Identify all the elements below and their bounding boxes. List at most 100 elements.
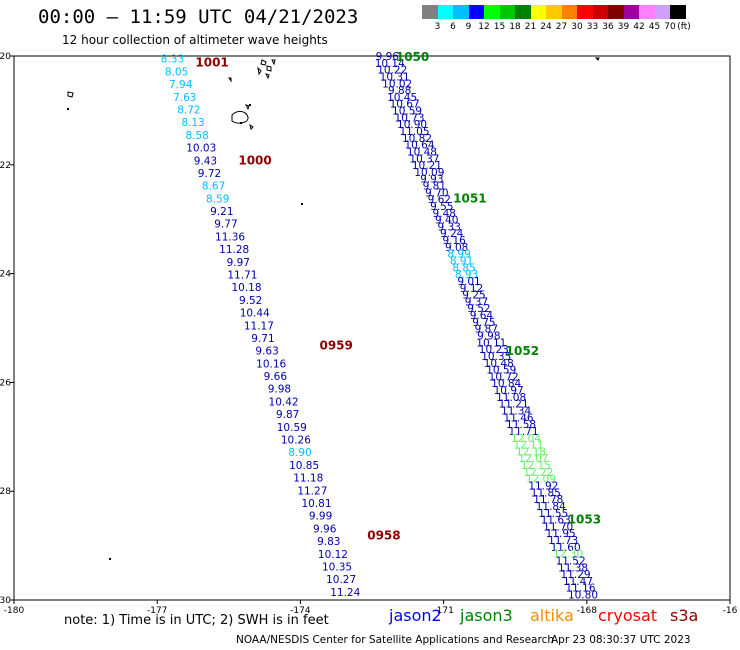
wave-height-label: 9.43: [194, 155, 217, 167]
wave-height-label: 10.44: [240, 308, 270, 320]
island-outline: [257, 66, 262, 76]
wave-height-label: 9.21: [210, 206, 233, 218]
wave-height-label: 9.33: [438, 221, 461, 233]
map-subtitle: 12 hour collection of altimeter wave hei…: [62, 33, 328, 47]
scale-swatch: [546, 5, 562, 19]
wave-height-label: 10.02: [382, 78, 412, 90]
wave-height-label: 10.14: [375, 58, 405, 70]
wave-height-label: 11.08: [496, 392, 526, 404]
wave-height-label: 9.97: [227, 257, 250, 269]
wave-height-label: 9.98: [477, 331, 500, 343]
lon-tick-label: -168: [577, 606, 598, 616]
wave-height-label: 9.70: [425, 187, 448, 199]
island-dot: [109, 558, 111, 560]
wave-height-label: 8.58: [185, 130, 208, 142]
units-note: note: 1) Time is in UTC; 2) SWH is in fe…: [64, 613, 329, 628]
wave-height-label: 10.37: [409, 153, 439, 165]
pressure-labels: 1001 1000 0959 0958 1050 1051 1052 1053: [195, 50, 601, 543]
island-outline: [67, 91, 74, 98]
wave-height-label: 10.59: [392, 106, 422, 118]
wave-height-label: 9.87: [475, 324, 498, 336]
wave-height-label: 10.72: [489, 371, 519, 383]
scale-swatch: [592, 5, 608, 19]
wave-height-tracks: 8.338.057.947.638.728.138.5810.039.439.7…: [161, 51, 598, 602]
satellite-jason3: jason3: [460, 606, 513, 625]
wave-height-label: 12.09: [526, 474, 556, 486]
wave-height-label: 10.16: [256, 358, 286, 370]
wave-height-label: 10.85: [289, 460, 319, 472]
island-dot: [249, 104, 251, 106]
scale-swatch: [670, 5, 686, 19]
satellite-cryosat: cryosat: [598, 606, 658, 625]
wave-height-label: 10.31: [380, 71, 410, 83]
lat-tick-label: -20: [0, 52, 11, 62]
island-outlines: [67, 57, 600, 560]
island-outline: [228, 77, 232, 83]
wave-height-label: 10.90: [397, 119, 427, 131]
wave-height-label: 11.73: [548, 535, 578, 547]
wave-height-label: 11.52: [556, 555, 586, 567]
credit-line: NOAA/NESDIS Center for Satellite Applica…: [236, 634, 554, 646]
wave-height-label: 9.64: [470, 310, 494, 322]
scale-label: 33: [586, 22, 599, 32]
wave-height-label: 7.63: [173, 92, 196, 104]
wave-height-label: 12.22: [523, 467, 553, 479]
map-frame: [13, 55, 731, 601]
wave-height-label: 10.09: [414, 167, 444, 179]
wave-height-label: 10.97: [494, 385, 524, 397]
pressure-label: 1000: [238, 153, 271, 167]
wave-height-label: 11.24: [330, 587, 360, 599]
wave-height-label: 10.84: [491, 378, 521, 390]
scale-swatch: [422, 5, 438, 19]
lon-tick-label: -177: [147, 606, 167, 616]
wave-height-label: 10.48: [484, 358, 514, 370]
wave-height-label: 10.45: [387, 92, 417, 104]
wave-height-label: 9.75: [472, 317, 495, 329]
scale-swatch: [608, 5, 624, 19]
wave-height-label: 10.48: [407, 146, 437, 158]
pressure-label: 1051: [453, 191, 486, 205]
map-border: [13, 55, 731, 601]
lat-tick-label: -30: [0, 596, 11, 606]
island-outline: [266, 65, 272, 72]
scale-label: 36: [602, 22, 614, 32]
wave-height-label: 8.91: [450, 256, 473, 268]
scale-swatch: [484, 5, 500, 19]
scale-unit: (ft): [677, 22, 691, 32]
pressure-label: 1050: [396, 50, 429, 64]
wave-height-label: 9.83: [317, 536, 340, 548]
wave-height-label: 11.63: [541, 515, 571, 527]
wave-height-label: 12.30: [553, 549, 583, 561]
wave-height-label: 9.62: [428, 194, 451, 206]
wave-height-label: 12.18: [516, 446, 546, 458]
wave-height-label: 10.18: [231, 282, 261, 294]
wave-height-label: 9.81: [423, 181, 446, 193]
scale-label: 18: [509, 22, 521, 32]
wave-height-label: 11.34: [501, 405, 531, 417]
wave-height-label: 8.67: [202, 181, 225, 193]
scale-label: 27: [555, 22, 568, 32]
wave-height-label: 9.63: [255, 346, 278, 358]
wave-height-label: 9.24: [440, 228, 464, 240]
scale-label: 3: [434, 22, 441, 32]
axis-ticks: -180 -177 -174 -171 -168 -16 -20 -22 -24 -26 -28 -3…: [0, 52, 738, 616]
wave-height-label: 10.59: [486, 365, 516, 377]
wave-height-label: 8.85: [452, 262, 475, 274]
wave-height-label: 10.82: [402, 133, 432, 145]
scale-label: 15: [493, 22, 506, 32]
wave-height-label: 9.96: [376, 51, 400, 63]
wave-height-label: 10.27: [326, 574, 356, 586]
wave-height-label: 10.21: [412, 160, 442, 172]
lat-tick-label: -26: [0, 378, 11, 388]
wave-height-label: 10.67: [390, 99, 420, 111]
pressure-label: 1001: [195, 55, 228, 69]
wave-height-label: 11.17: [244, 320, 274, 332]
wave-height-label: 9.66: [264, 371, 288, 383]
lat-tick-label: -28: [0, 487, 11, 497]
wave-height-label: 11.27: [297, 485, 327, 497]
scale-label: 70: [664, 22, 676, 32]
wave-height-label: 11.85: [531, 487, 561, 499]
wave-height-label: 11.78: [533, 494, 563, 506]
wave-height-label: 9.52: [239, 295, 262, 307]
